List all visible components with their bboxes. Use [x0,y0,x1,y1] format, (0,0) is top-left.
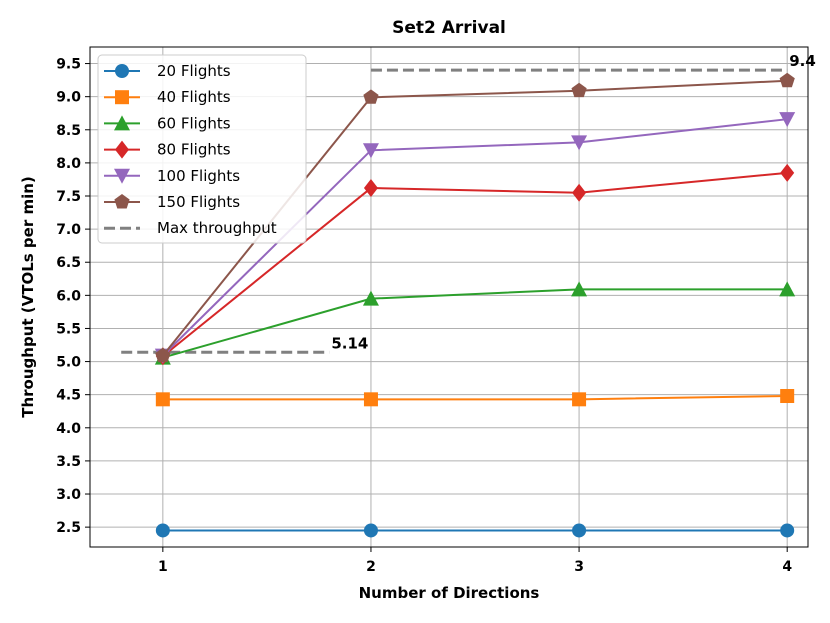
square-marker [115,90,129,105]
plot-frame [89,46,809,548]
x-tick-label: 4 [782,559,792,575]
square-marker [572,392,587,407]
x-tick-label: 1 [158,559,168,575]
diamond-marker [780,163,795,182]
pentagon-marker [114,194,130,209]
y-tick-label: 3.5 [56,454,81,470]
y-tick-label: 2.5 [56,520,81,536]
y-tick-label: 7.5 [56,189,81,205]
legend-label: Max throughput [157,219,277,237]
legend-label: 40 Flights [157,88,231,106]
grid [90,47,808,547]
series-line [162,118,788,357]
legend-label: 150 Flights [157,193,240,211]
y-tick-label: 6.5 [56,255,81,271]
pentagon-marker [363,89,379,104]
circle-marker [363,523,378,538]
triangle-down-marker [779,112,796,128]
y-tick-label: 4.5 [56,388,81,404]
legend-box [97,54,307,244]
diamond-marker [572,183,587,202]
series-line [162,288,788,359]
y-tick-label: 7.0 [56,222,81,238]
circle-marker [572,523,587,538]
chart-title: Set2 Arrival [392,18,506,38]
axes: 1 2 3 4 2.5 3.0 3.5 4.0 4.5 5.0 5.5 6.0 6.5 7.0 7.5 8.0… [56,57,792,575]
square-marker [363,392,378,407]
pentagon-marker [779,72,795,88]
series-line [162,395,788,401]
circle-marker [780,523,795,538]
series-lines [154,72,796,538]
legend-label: 100 Flights [157,167,240,185]
legend-label: 20 Flights [157,62,231,80]
circle-marker [155,523,170,538]
pentagon-marker [571,82,587,98]
y-tick-label: 9.5 [56,57,81,73]
y-tick-label: 9.0 [56,90,81,106]
y-tick-label: 5.5 [56,321,81,337]
y-tick-label: 6.0 [56,288,81,304]
y-tick-label: 3.0 [56,487,81,503]
max-throughput-annotation: 5.14 [331,334,368,352]
legend-label: 80 Flights [157,141,231,159]
x-tick-label: 3 [574,559,584,575]
max-throughput-annotation: 9.4 [789,52,816,70]
y-tick-label: 5.0 [56,355,81,371]
square-marker [780,389,795,404]
triangle-down-marker [114,168,130,184]
triangle-up-marker [571,281,588,297]
x-tick-label: 2 [366,559,376,575]
max-throughput-lines [121,68,788,354]
triangle-up-marker [779,281,796,297]
triangle-down-marker [571,135,588,151]
triangle-down-marker [362,143,379,159]
y-tick-label: 4.0 [56,421,81,437]
circle-marker [115,64,129,78]
diamond-marker [115,140,129,159]
y-tick-label: 8.5 [56,123,81,139]
x-axis-label: Number of Directions [359,584,540,602]
y-axis-label: Throughput (VTOLs per min) [19,176,37,418]
triangle-up-marker [362,290,379,306]
square-marker [155,392,170,407]
pentagon-marker [155,347,171,363]
triangle-up-marker [114,115,130,131]
annotations: 5.14 9.4 [331,52,815,352]
legend-label: 60 Flights [157,114,231,132]
series-line [162,171,788,358]
diamond-marker [363,179,378,198]
y-tick-label: 8.0 [56,156,81,172]
legend: 20 Flights 40 Flights 60 Flights 80 Flights… [97,54,307,244]
